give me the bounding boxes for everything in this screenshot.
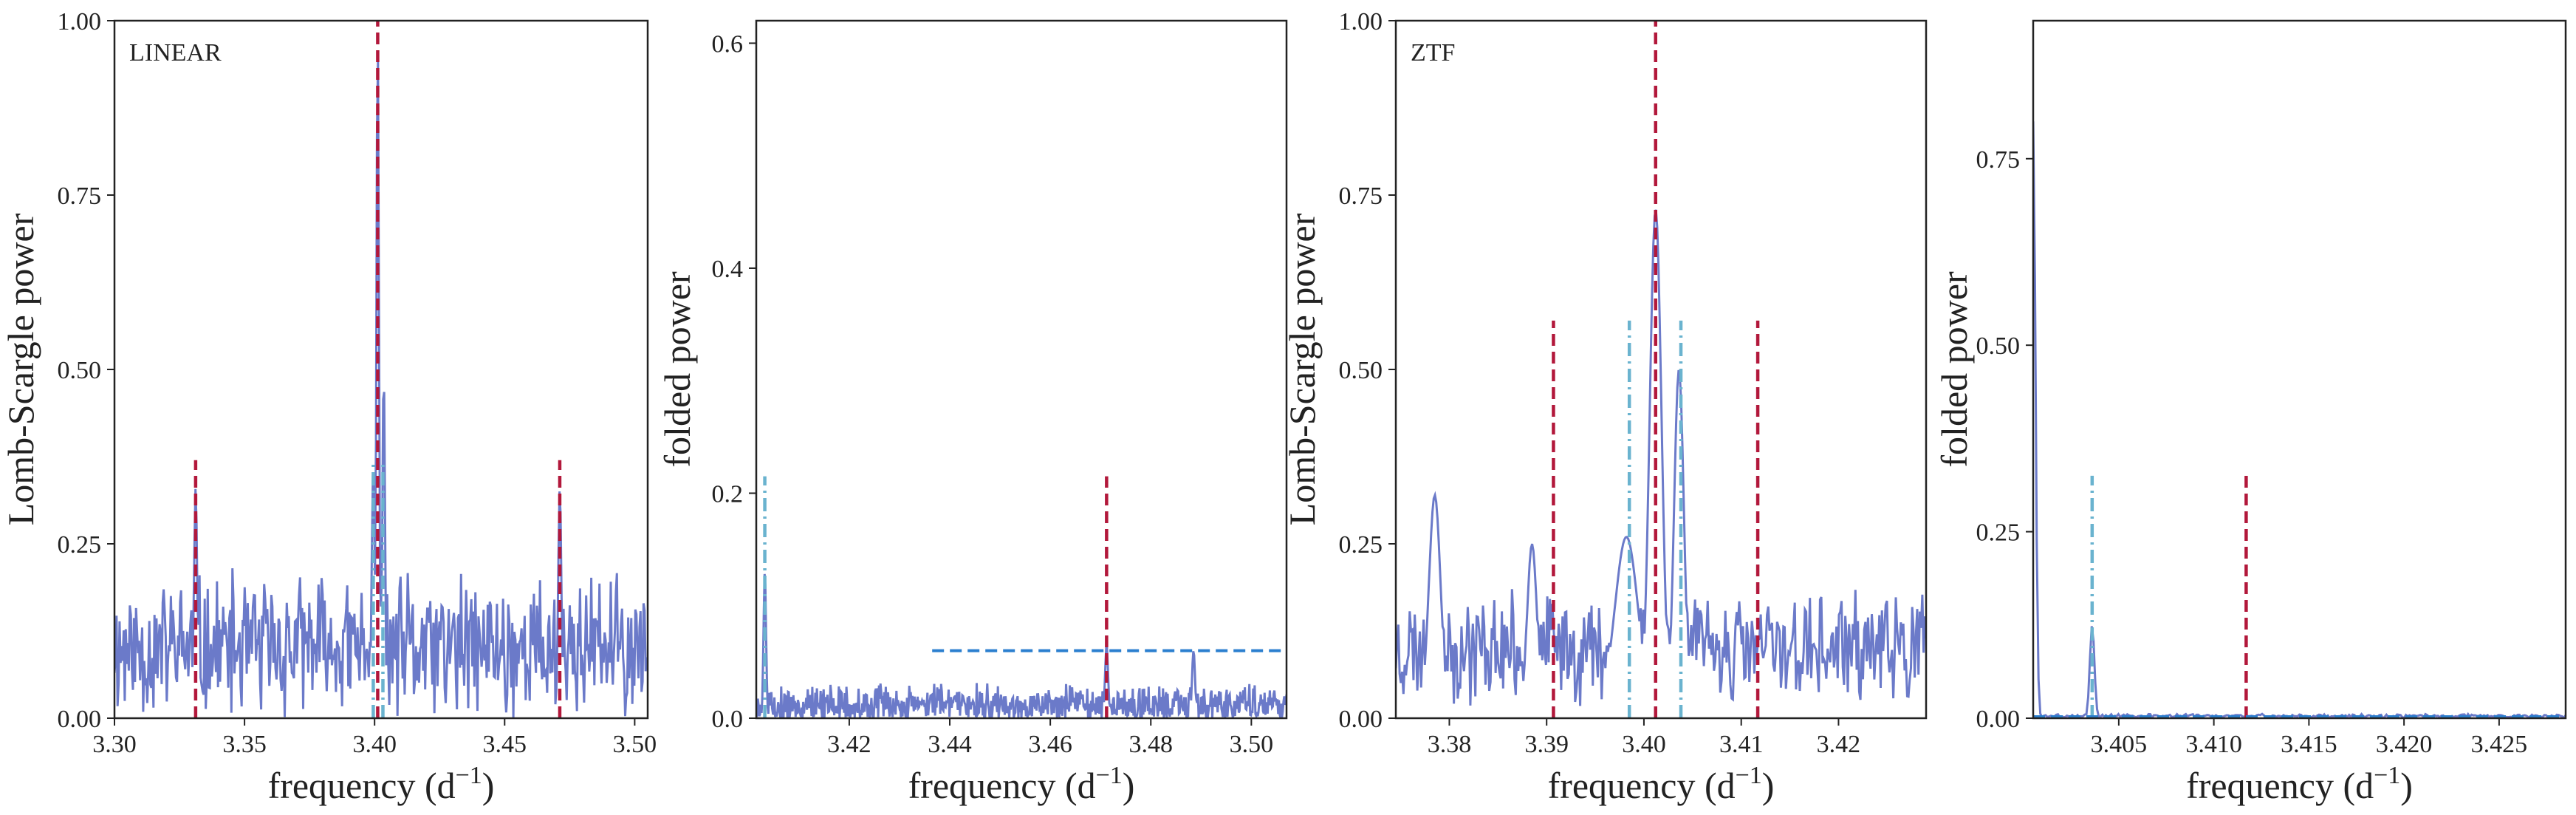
y-axis-label: folded power bbox=[1933, 271, 1975, 468]
axes-frame bbox=[2032, 19, 2567, 720]
y-tick-label: 0.50 bbox=[58, 357, 102, 384]
x-tick-label: 3.420 bbox=[2376, 731, 2433, 758]
power-series-line bbox=[2033, 121, 2566, 718]
y-tick-label: 0.50 bbox=[1339, 357, 1383, 384]
panel-survey-label: LINEAR bbox=[129, 39, 222, 67]
panel-survey-label: ZTF bbox=[1411, 39, 1455, 67]
y-tick-label: 0.6 bbox=[712, 30, 744, 58]
y-axis-label: Lomb-Scargle power bbox=[1281, 213, 1323, 525]
x-tick-label: 3.50 bbox=[613, 731, 657, 758]
x-tick-label: 3.425 bbox=[2471, 731, 2528, 758]
x-axis-label: frequency (d−1) bbox=[908, 762, 1135, 806]
panel-linear-periodogram: 3.30 3.35 3.40 3.45 3.50 0.00 0.25 0.50 0.75 1.00… bbox=[0, 8, 657, 806]
y-axis-label: folded power bbox=[657, 271, 698, 468]
x-tick-label: 3.38 bbox=[1428, 731, 1472, 758]
x-tick-label: 3.42 bbox=[1817, 731, 1861, 758]
x-tick-label: 3.405 bbox=[2091, 731, 2148, 758]
y-tick-label: 0.75 bbox=[1339, 183, 1383, 210]
y-tick-label: 0.0 bbox=[712, 706, 744, 733]
power-series-line bbox=[756, 573, 1287, 718]
x-tick-label: 3.44 bbox=[928, 731, 972, 758]
panel-ztf-folded: 3.405 3.410 3.415 3.420 3.425 0.00 0.25 0.50 0.7… bbox=[1933, 19, 2567, 806]
y-tick-label: 0.25 bbox=[1976, 519, 2021, 547]
y-tick-label: 1.00 bbox=[58, 8, 102, 35]
x-tick-label: 3.48 bbox=[1128, 731, 1173, 758]
y-tick-label: 0.25 bbox=[1339, 531, 1383, 559]
x-tick-label: 3.45 bbox=[483, 731, 527, 758]
x-tick-label: 3.40 bbox=[352, 731, 397, 758]
axes-frame bbox=[755, 19, 1288, 720]
x-tick-label: 3.39 bbox=[1524, 731, 1569, 758]
y-tick-label: 0.2 bbox=[712, 480, 744, 508]
x-tick-label: 3.40 bbox=[1622, 731, 1666, 758]
y-tick-label: 0.00 bbox=[1976, 706, 2021, 733]
y-axis-label: Lomb-Scargle power bbox=[0, 213, 41, 525]
y-tick-label: 0.00 bbox=[1339, 706, 1383, 733]
y-tick-label: 0.75 bbox=[58, 183, 102, 210]
x-tick-label: 3.41 bbox=[1719, 731, 1764, 758]
y-tick-label: 0.50 bbox=[1976, 333, 2021, 360]
x-axis-label: frequency (d−1) bbox=[1548, 762, 1775, 806]
panel-linear-folded: 3.42 3.44 3.46 3.48 3.50 0.0 0.2 0.4 0.6 frequenc… bbox=[657, 19, 1288, 806]
x-tick-label: 3.42 bbox=[827, 731, 871, 758]
x-tick-label: 3.35 bbox=[222, 731, 267, 758]
x-tick-label: 3.46 bbox=[1028, 731, 1072, 758]
y-tick-label: 1.00 bbox=[1339, 8, 1383, 35]
x-tick-label: 3.30 bbox=[92, 731, 137, 758]
power-series-line bbox=[1396, 209, 1926, 706]
x-tick-label: 3.50 bbox=[1230, 731, 1274, 758]
y-tick-label: 0.75 bbox=[1976, 146, 2021, 174]
y-tick-label: 0.25 bbox=[58, 531, 102, 559]
x-axis-label: frequency (d−1) bbox=[268, 762, 495, 806]
x-tick-label: 3.410 bbox=[2185, 731, 2242, 758]
x-tick-label: 3.415 bbox=[2281, 731, 2337, 758]
y-tick-label: 0.00 bbox=[58, 706, 102, 733]
y-tick-label: 0.4 bbox=[712, 256, 744, 283]
panel-ztf-periodogram: 3.38 3.39 3.40 3.41 3.42 0.00 0.25 0.50 0.75 1.00… bbox=[1281, 8, 1928, 806]
x-axis-label: frequency (d−1) bbox=[2186, 762, 2413, 806]
